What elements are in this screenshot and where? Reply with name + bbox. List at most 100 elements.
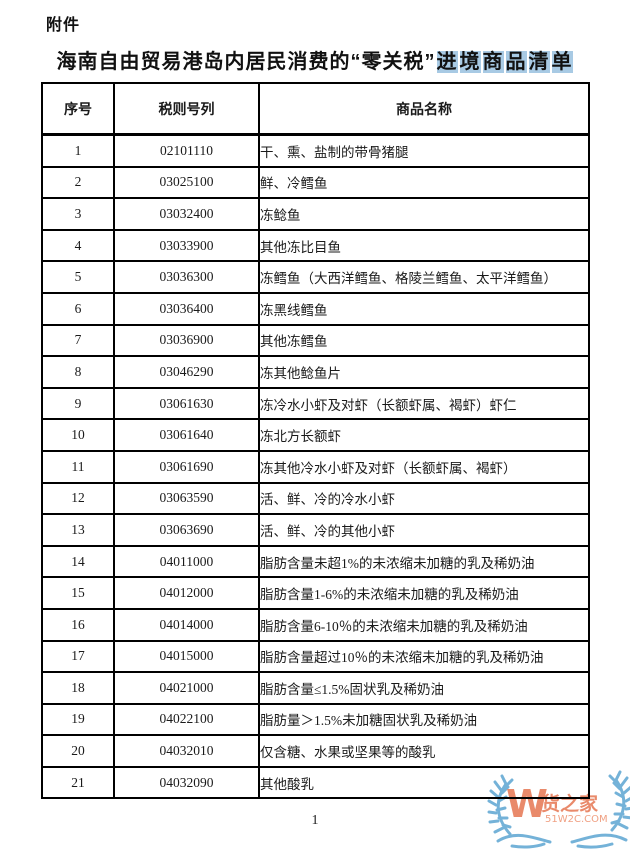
row-product-name: 脂肪含量超过10％的未浓缩未加糖的乳及稀奶油 xyxy=(258,639,590,674)
row-product-name: 冻冷水小虾及对虾（长额虾属、褐虾）虾仁 xyxy=(258,386,590,421)
table-row: 13 03063690 活、鲜、冷的其他小虾 xyxy=(41,513,590,547)
row-tariff-code: 04015000 xyxy=(113,639,260,674)
page-title-plain: 海南自由贸易港岛内居民消费的“零关税” xyxy=(56,51,436,73)
row-seq-no: 9 xyxy=(41,386,115,421)
row-seq-no: 20 xyxy=(41,734,115,768)
row-seq-no: 2 xyxy=(41,165,115,200)
row-tariff-code: 03032400 xyxy=(113,197,260,231)
row-seq-no: 14 xyxy=(41,544,115,579)
title-highlight-char: 商 xyxy=(482,51,504,73)
goods-table: 序号 税则号列 商品名称 1 02101110 干、熏、盐制的带骨猪腿 2 030251… xyxy=(41,82,590,800)
table-row: 17 04015000 脂肪含量超过10％的未浓缩未加糖的乳及稀奶油 xyxy=(41,639,590,674)
row-product-name: 冻北方长额虾 xyxy=(258,418,590,452)
row-product-name: 脂肪量＞1.5%未加糖固状乳及稀奶油 xyxy=(258,702,590,737)
row-tariff-code: 04011000 xyxy=(113,544,260,579)
row-product-name: 活、鲜、冷的冷水小虾 xyxy=(258,481,590,516)
row-seq-no: 16 xyxy=(41,607,115,642)
table-row: 7 03036900 其他冻鳕鱼 xyxy=(41,323,590,358)
table-row: 18 04021000 脂肪含量≤1.5%固状乳及稀奶油 xyxy=(41,671,590,705)
table-row: 3 03032400 冻鲶鱼 xyxy=(41,197,590,231)
row-seq-no: 12 xyxy=(41,481,115,516)
header-seq-no: 序号 xyxy=(41,82,115,136)
row-seq-no: 3 xyxy=(41,197,115,231)
row-seq-no: 10 xyxy=(41,418,115,452)
row-tariff-code: 04032090 xyxy=(113,765,260,800)
row-tariff-code: 04032010 xyxy=(113,734,260,768)
row-product-name: 脂肪含量未超1%的未浓缩未加糖的乳及稀奶油 xyxy=(258,544,590,579)
row-seq-no: 13 xyxy=(41,513,115,547)
table-row: 19 04022100 脂肪量＞1.5%未加糖固状乳及稀奶油 xyxy=(41,702,590,737)
row-seq-no: 7 xyxy=(41,323,115,358)
title-highlight-char: 品 xyxy=(505,51,527,73)
table-row: 9 03061630 冻冷水小虾及对虾（长额虾属、褐虾）虾仁 xyxy=(41,386,590,421)
row-tariff-code: 04022100 xyxy=(113,702,260,737)
row-seq-no: 8 xyxy=(41,355,115,389)
row-tariff-code: 03025100 xyxy=(113,165,260,200)
title-highlight-char: 进 xyxy=(436,51,458,73)
row-tariff-code: 03036300 xyxy=(113,260,260,294)
row-seq-no: 21 xyxy=(41,765,115,800)
table-row: 16 04014000 脂肪含量6-10％的未浓缩未加糖的乳及稀奶油 xyxy=(41,607,590,642)
row-tariff-code: 04012000 xyxy=(113,576,260,610)
page-number: 1 xyxy=(311,813,319,828)
attachment-label: 附件 xyxy=(46,17,81,34)
row-product-name: 其他冻比目鱼 xyxy=(258,228,590,263)
table-row: 10 03061640 冻北方长额虾 xyxy=(41,418,590,452)
row-product-name: 其他冻鳕鱼 xyxy=(258,323,590,358)
row-seq-no: 4 xyxy=(41,228,115,263)
wave-swoosh-icon xyxy=(496,833,628,849)
header-product-name: 商品名称 xyxy=(258,82,590,136)
row-product-name: 仅含糖、水果或坚果等的酸乳 xyxy=(258,734,590,768)
title-highlight: 进境商品清单 xyxy=(436,51,574,73)
row-tariff-code: 03033900 xyxy=(113,228,260,263)
table-row: 14 04011000 脂肪含量未超1%的未浓缩未加糖的乳及稀奶油 xyxy=(41,544,590,579)
row-product-name: 冻其他鲶鱼片 xyxy=(258,355,590,389)
title-highlight-char: 单 xyxy=(551,51,573,73)
page-title: 海南自由贸易港岛内居民消费的“零关税”进境商品清单 xyxy=(0,45,630,74)
row-seq-no: 18 xyxy=(41,671,115,705)
row-product-name: 冻鳕鱼（大西洋鳕鱼、格陵兰鳕鱼、太平洋鳕鱼） xyxy=(258,260,590,294)
row-product-name: 冻鲶鱼 xyxy=(258,197,590,231)
row-seq-no: 17 xyxy=(41,639,115,674)
table-row: 4 03033900 其他冻比目鱼 xyxy=(41,228,590,263)
row-tariff-code: 03061630 xyxy=(113,386,260,421)
row-seq-no: 5 xyxy=(41,260,115,294)
row-tariff-code: 03061640 xyxy=(113,418,260,452)
row-tariff-code: 04014000 xyxy=(113,607,260,642)
row-seq-no: 11 xyxy=(41,449,115,484)
row-seq-no: 6 xyxy=(41,291,115,326)
row-product-name: 鲜、冷鳕鱼 xyxy=(258,165,590,200)
row-tariff-code: 03036400 xyxy=(113,291,260,326)
table-row: 21 04032090 其他酸乳 xyxy=(41,765,590,800)
row-seq-no: 19 xyxy=(41,702,115,737)
header-tariff-code: 税则号列 xyxy=(113,82,260,136)
table-row: 2 03025100 鲜、冷鳕鱼 xyxy=(41,165,590,200)
table-row: 1 02101110 干、熏、盐制的带骨猪腿 xyxy=(41,133,590,168)
row-tariff-code: 04021000 xyxy=(113,671,260,705)
title-highlight-char: 清 xyxy=(528,51,550,73)
row-tariff-code: 02101110 xyxy=(113,133,260,168)
row-tariff-code: 03046290 xyxy=(113,355,260,389)
table-header-row: 序号 税则号列 商品名称 xyxy=(41,82,590,136)
row-product-name: 其他酸乳 xyxy=(258,765,590,800)
table-row: 8 03046290 冻其他鲶鱼片 xyxy=(41,355,590,389)
table-row: 6 03036400 冻黑线鳕鱼 xyxy=(41,291,590,326)
table-row: 11 03061690 冻其他冷水小虾及对虾（长额虾属、褐虾） xyxy=(41,449,590,484)
table-row: 20 04032010 仅含糖、水果或坚果等的酸乳 xyxy=(41,734,590,768)
row-product-name: 冻其他冷水小虾及对虾（长额虾属、褐虾） xyxy=(258,449,590,484)
row-tariff-code: 03063590 xyxy=(113,481,260,516)
table-body: 1 02101110 干、熏、盐制的带骨猪腿 2 03025100 鲜、冷鳕鱼 3 03032… xyxy=(41,133,590,800)
row-product-name: 活、鲜、冷的其他小虾 xyxy=(258,513,590,547)
row-seq-no: 15 xyxy=(41,576,115,610)
table-row: 5 03036300 冻鳕鱼（大西洋鳕鱼、格陵兰鳕鱼、太平洋鳕鱼） xyxy=(41,260,590,294)
row-product-name: 冻黑线鳕鱼 xyxy=(258,291,590,326)
row-tariff-code: 03063690 xyxy=(113,513,260,547)
row-tariff-code: 03036900 xyxy=(113,323,260,358)
row-product-name: 脂肪含量≤1.5%固状乳及稀奶油 xyxy=(258,671,590,705)
row-seq-no: 1 xyxy=(41,133,115,168)
table-row: 12 03063590 活、鲜、冷的冷水小虾 xyxy=(41,481,590,516)
watermark-website: 51W2C.COM xyxy=(545,814,608,825)
row-tariff-code: 03061690 xyxy=(113,449,260,484)
row-product-name: 脂肪含量1-6%的未浓缩未加糖的乳及稀奶油 xyxy=(258,576,590,610)
